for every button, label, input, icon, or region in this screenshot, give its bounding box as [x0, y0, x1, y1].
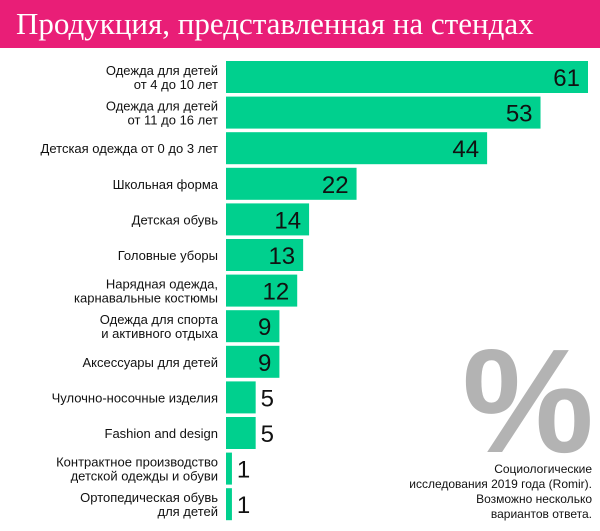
bar [226, 61, 588, 93]
bar-value-label: 5 [261, 385, 274, 412]
bar [226, 452, 232, 485]
page-title: Продукция, представленная на стендах [16, 6, 534, 41]
bar [226, 96, 541, 129]
bar [226, 488, 232, 521]
category-label: Одежда для детей от 11 до 16 лет [106, 99, 218, 128]
note-line-1: Социологические [494, 462, 592, 476]
category-label: Аксессуары для детей [82, 355, 218, 370]
percent-sign-icon: % [462, 319, 594, 484]
bar [226, 381, 256, 414]
bar-value-label: 44 [452, 136, 479, 163]
bar [226, 167, 357, 200]
bar-value-label: 1 [237, 457, 250, 484]
bar [226, 345, 280, 378]
bar [226, 203, 310, 236]
note-line-4: вариантов ответа. [490, 507, 592, 521]
bar [226, 310, 280, 343]
note-line-3: Возможно несколько [476, 492, 592, 506]
bar-value-label: 22 [322, 172, 349, 199]
category-label: Школьная форма [113, 177, 219, 192]
bar-value-label: 53 [506, 101, 533, 128]
bar-value-label: 13 [268, 243, 295, 270]
note-line-2: исследования 2019 года (Romir). [409, 477, 592, 491]
bar-value-label: 5 [261, 421, 274, 448]
category-label: Нарядная одежда, карнавальные костюмы [74, 277, 218, 306]
bar-value-label: 14 [274, 207, 301, 234]
category-label: Одежда для детей от 4 до 10 лет [106, 63, 218, 92]
category-label: Детская обувь [132, 212, 219, 227]
bar-value-label: 1 [237, 492, 250, 519]
bar [226, 417, 256, 449]
category-label: Детская одежда от 0 до 3 лет [41, 141, 219, 156]
category-label: Fashion and design [105, 426, 218, 441]
bar-value-label: 9 [258, 350, 271, 377]
header-banner: Продукция, представленная на стендах [0, 0, 600, 48]
bar [226, 132, 488, 165]
bars-group: 61 Одежда для детей от 4 до 10 лет 53 Одежда… [41, 61, 588, 521]
bar-value-label: 12 [263, 279, 290, 306]
category-label: Головные уборы [118, 248, 218, 263]
category-label: Контрактное производство детской одежды и… [56, 455, 218, 484]
category-label: Одежда для спорта и активного отдыха [100, 312, 219, 341]
category-label: Ортопедическая обувь для детей [80, 490, 218, 519]
bar-value-label: 9 [258, 314, 271, 341]
bar [226, 274, 298, 307]
bar-value-label: 61 [553, 65, 580, 92]
source-note: Социологические исследования 2019 года (… [396, 462, 592, 522]
category-label: Чулочно-носочные изделия [52, 390, 218, 405]
bar [226, 239, 304, 271]
